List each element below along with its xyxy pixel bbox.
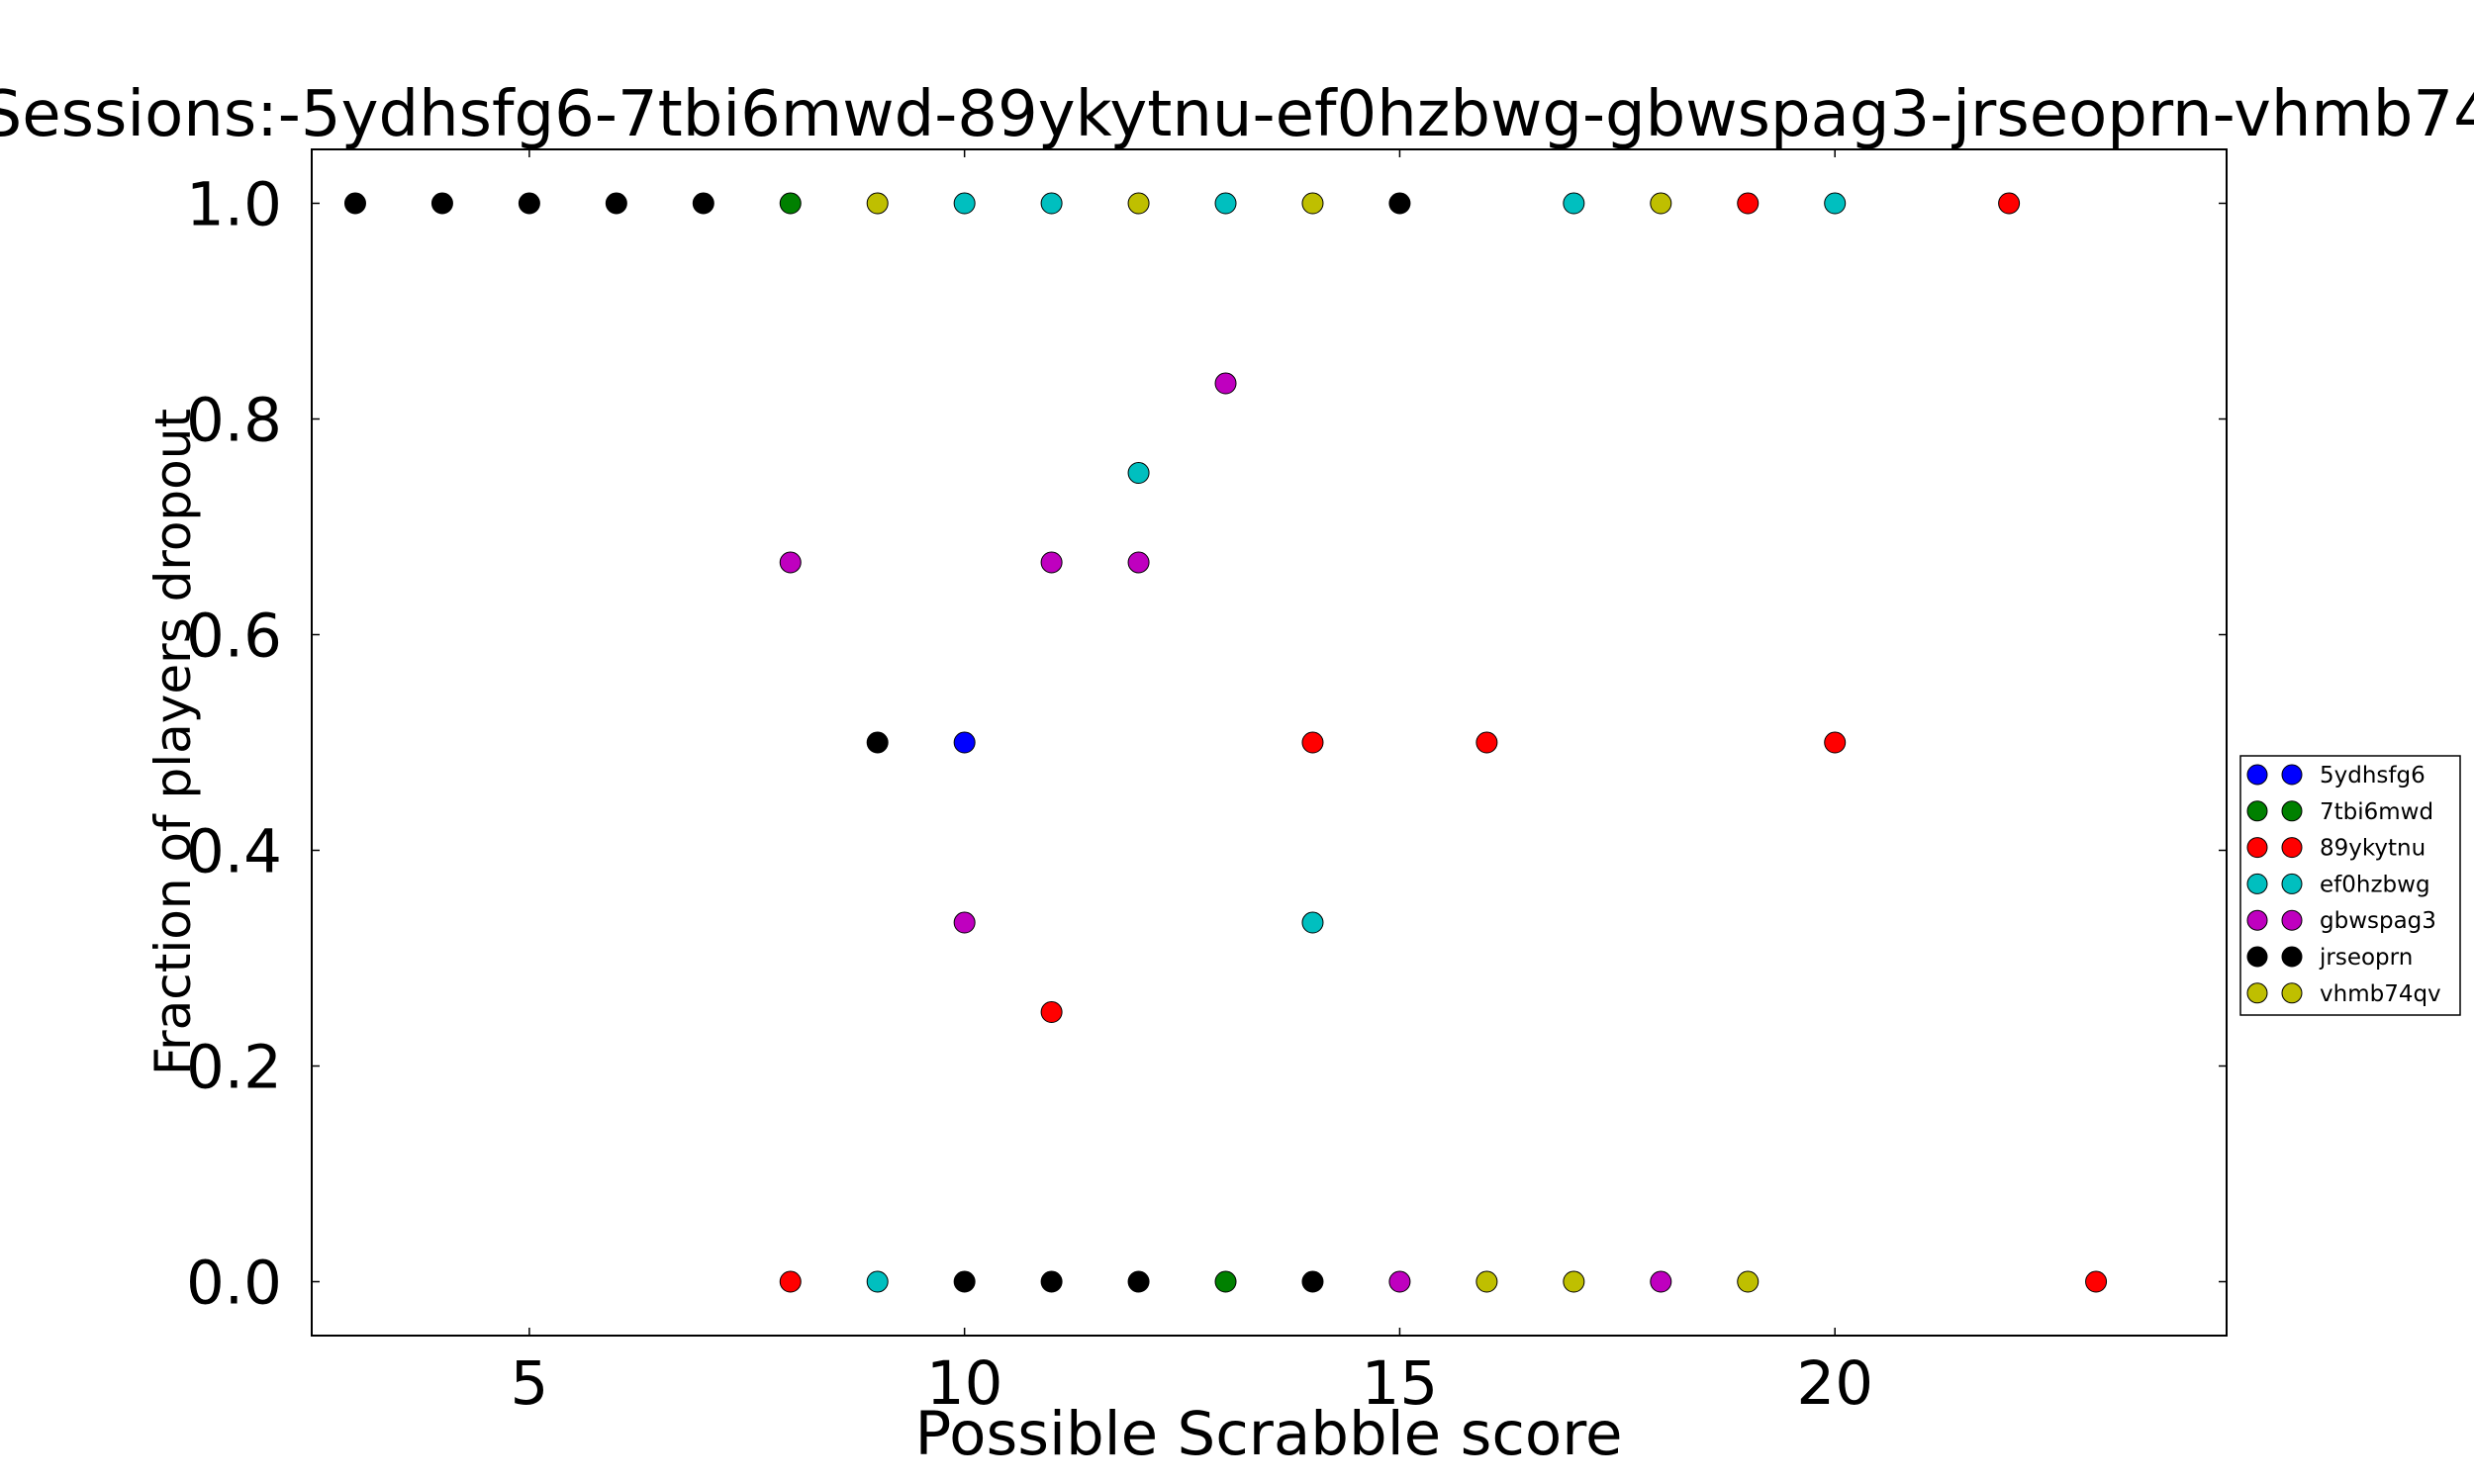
point-vhmb74qv-6 — [1737, 1270, 1760, 1293]
legend-label-gbwspag3: gbwspag3 — [2320, 908, 2436, 934]
y-tick-label-5: 1.0 — [186, 170, 282, 240]
point-gbwspag3-0 — [779, 551, 802, 574]
legend-marker-7tbi6mwd — [2246, 800, 2268, 822]
legend-marker2-89ykytnu — [2281, 837, 2303, 859]
point-89ykytnu-4 — [1737, 192, 1760, 215]
point-jrseoprn-4 — [692, 192, 714, 215]
point-ef0hzbwg-7 — [1824, 192, 1847, 215]
point-89ykytnu-5 — [1824, 731, 1847, 754]
legend-marker2-gbwspag3 — [2281, 909, 2303, 931]
legend-label-7tbi6mwd: 7tbi6mwd — [2320, 799, 2433, 825]
point-jrseoprn-10 — [1388, 192, 1411, 215]
legend-marker2-ef0hzbwg — [2281, 873, 2303, 894]
point-ef0hzbwg-4 — [1214, 192, 1237, 215]
point-gbwspag3-5 — [1388, 1270, 1411, 1293]
point-ef0hzbwg-3 — [1127, 462, 1150, 484]
point-5ydhsfg6-0 — [953, 731, 976, 754]
point-vhmb74qv-5 — [1650, 192, 1672, 215]
legend-marker-5ydhsfg6 — [2246, 764, 2268, 786]
x-axis: 5 10 15 20 — [510, 149, 1873, 1419]
y-tick-label-4: 0.8 — [186, 386, 282, 456]
legend-marker-gbwspag3 — [2246, 909, 2268, 931]
point-ef0hzbwg-2 — [1040, 192, 1063, 215]
legend-marker2-5ydhsfg6 — [2281, 764, 2303, 786]
point-ef0hzbwg-5 — [1301, 911, 1324, 934]
point-gbwspag3-6 — [1650, 1270, 1672, 1293]
legend-marker-jrseoprn — [2246, 946, 2268, 968]
x-tick-label-20: 20 — [1796, 1348, 1873, 1419]
point-jrseoprn-9 — [1301, 1270, 1324, 1293]
chart-title: Sessions:-5ydhsfg6-7tbi6mwd-89ykytnu-ef0… — [0, 78, 2474, 151]
point-jrseoprn-6 — [953, 1270, 976, 1293]
x-tick-label-5: 5 — [510, 1348, 548, 1419]
y-tick-label-1: 0.2 — [186, 1033, 282, 1103]
y-tick-label-0: 0.0 — [186, 1249, 282, 1319]
legend-label-5ydhsfg6: 5ydhsfg6 — [2320, 763, 2426, 788]
legend-marker-vhmb74qv — [2246, 982, 2268, 1004]
point-7tbi6mwd-0 — [779, 192, 802, 215]
point-jrseoprn-1 — [430, 192, 453, 215]
point-jrseoprn-8 — [1127, 1270, 1150, 1293]
point-jrseoprn-7 — [1040, 1270, 1063, 1293]
legend-marker2-jrseoprn — [2281, 946, 2303, 968]
point-gbwspag3-4 — [1214, 372, 1237, 395]
legend-marker-89ykytnu — [2246, 837, 2268, 859]
point-jrseoprn-5 — [866, 731, 889, 754]
point-gbwspag3-1 — [953, 911, 976, 934]
x-tick-label-15: 15 — [1362, 1348, 1439, 1419]
point-89ykytnu-0 — [779, 1270, 802, 1293]
point-jrseoprn-0 — [343, 192, 366, 215]
y-tick-label-2: 0.4 — [186, 817, 282, 887]
legend-marker-ef0hzbwg — [2246, 873, 2268, 894]
point-vhmb74qv-2 — [1301, 192, 1324, 215]
legend-label-ef0hzbwg: ef0hzbwg — [2320, 872, 2430, 897]
legend-marker2-7tbi6mwd — [2281, 800, 2303, 822]
point-89ykytnu-1 — [1040, 1001, 1063, 1023]
plot-area — [311, 148, 2228, 1337]
point-ef0hzbwg-0 — [866, 1270, 889, 1293]
legend-label-jrseoprn: jrseoprn — [2319, 945, 2413, 971]
point-89ykytnu-6 — [1998, 192, 2021, 215]
point-ef0hzbwg-6 — [1563, 192, 1585, 215]
point-89ykytnu-2 — [1301, 731, 1324, 754]
legend-label-89ykytnu: 89ykytnu — [2320, 836, 2426, 862]
x-axis-label: Possible Scrabble score — [915, 1399, 1623, 1469]
legend-box — [2239, 755, 2461, 1016]
point-vhmb74qv-0 — [866, 192, 889, 215]
point-gbwspag3-2 — [1040, 551, 1063, 574]
x-tick-label-10: 10 — [926, 1348, 1003, 1419]
point-7tbi6mwd-1 — [1214, 1270, 1237, 1293]
legend: 5ydhsfg6 7tbi6mwd 89ykytnu ef0hzbwg gbwspag3… — [2239, 755, 2461, 1016]
y-axis-label: Fraction of players dropout — [144, 409, 202, 1075]
point-jrseoprn-3 — [605, 192, 627, 215]
legend-label-vhmb74qv: vhmb74qv — [2320, 981, 2441, 1007]
y-axis: 0.0 0.2 0.4 0.6 0.8 1.0 — [186, 170, 2227, 1319]
point-vhmb74qv-4 — [1563, 1270, 1585, 1293]
y-tick-label-3: 0.6 — [186, 602, 282, 672]
point-vhmb74qv-1 — [1127, 192, 1150, 215]
data-points — [343, 192, 2108, 1293]
legend-marker2-vhmb74qv — [2281, 982, 2303, 1004]
point-gbwspag3-3 — [1127, 551, 1150, 574]
point-89ykytnu-7 — [2085, 1270, 2108, 1293]
point-jrseoprn-2 — [518, 192, 540, 215]
point-89ykytnu-3 — [1475, 731, 1498, 754]
point-vhmb74qv-3 — [1475, 1270, 1498, 1293]
point-ef0hzbwg-1 — [953, 192, 976, 215]
